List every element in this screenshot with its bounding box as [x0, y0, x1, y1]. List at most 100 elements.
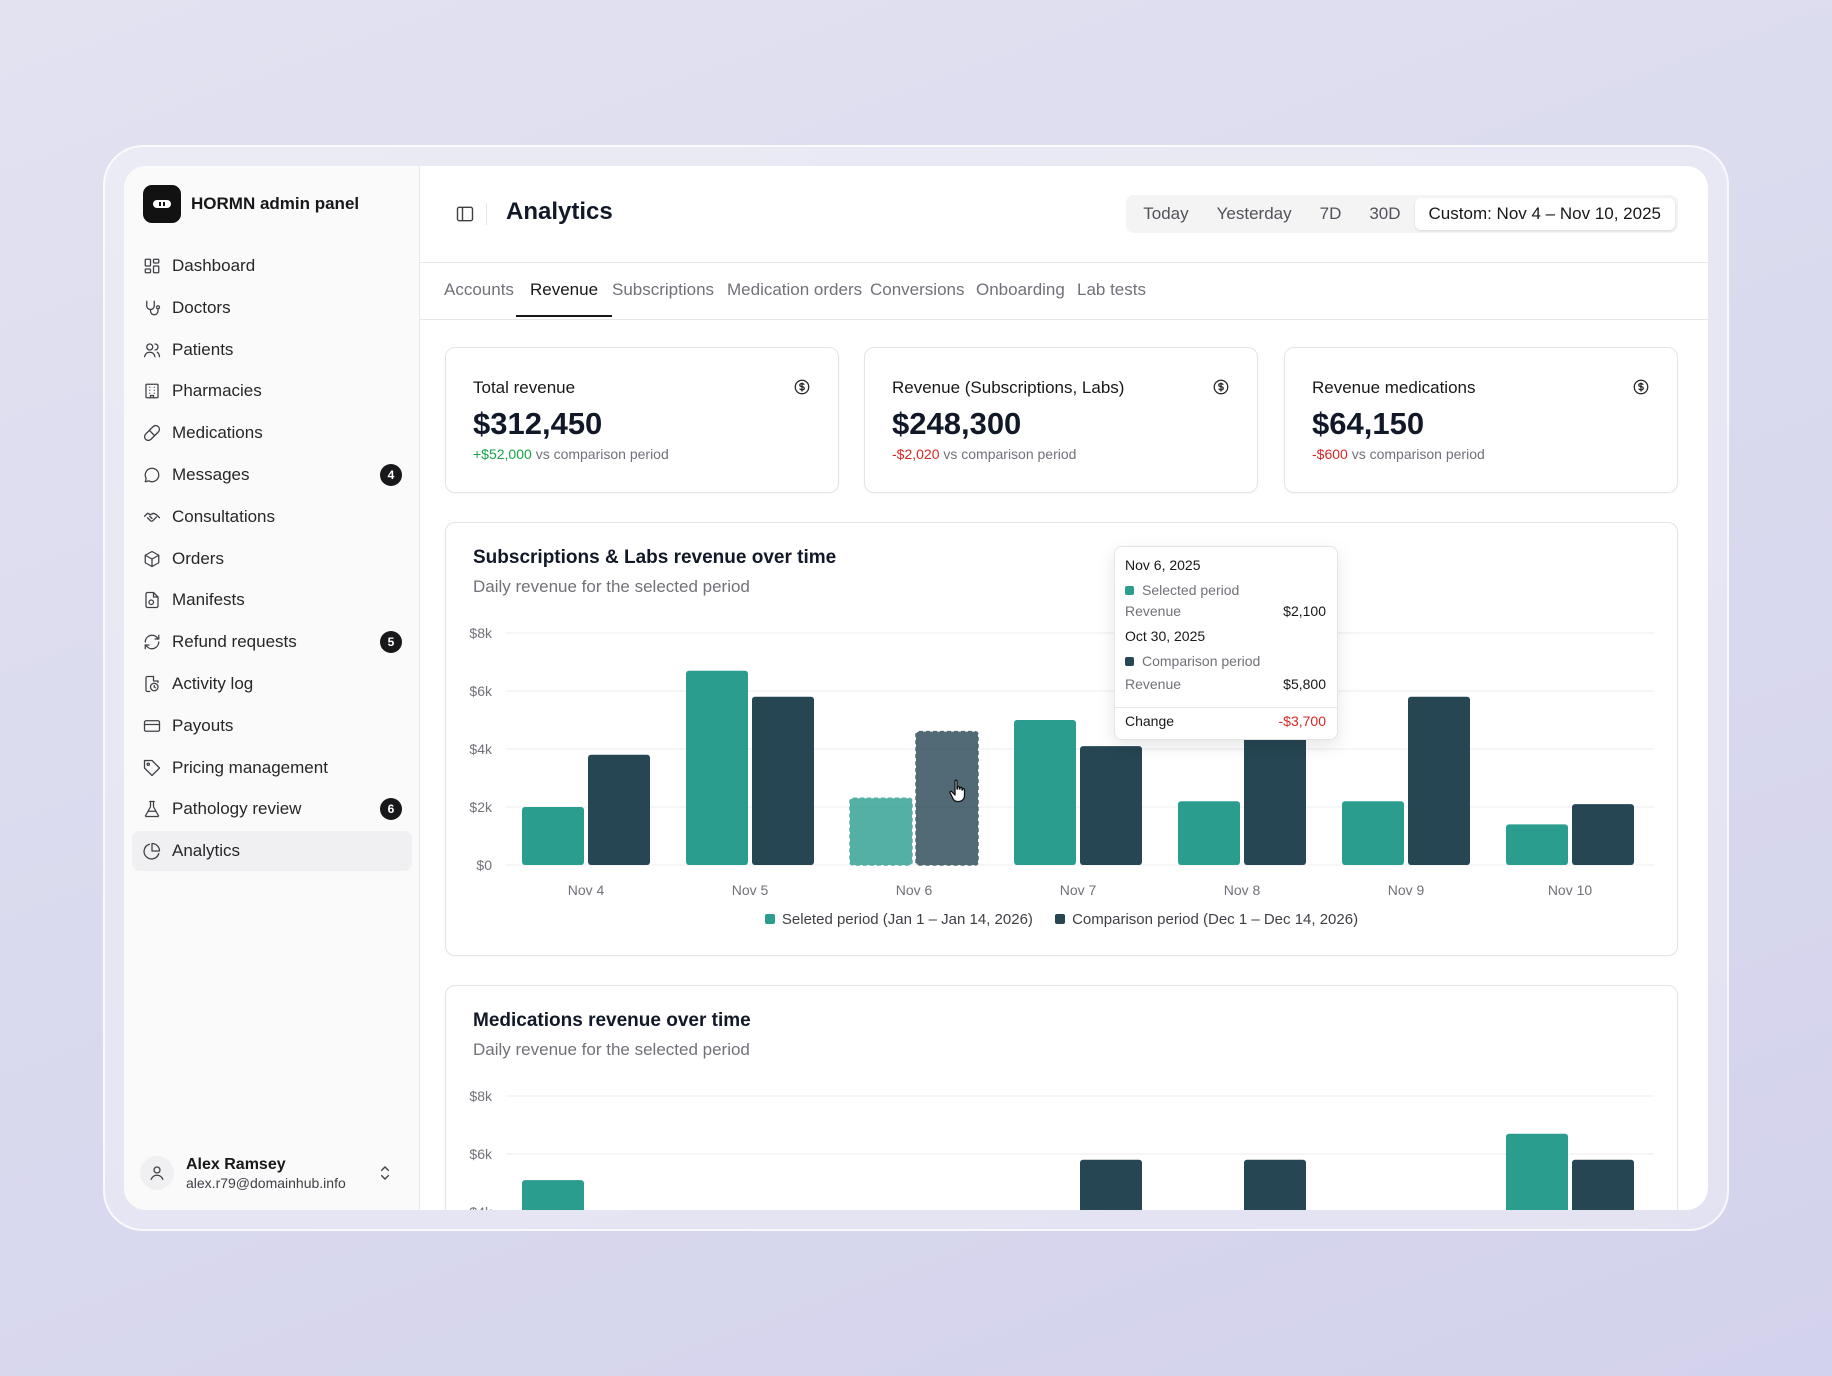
x-tick-label: Nov 5 — [732, 882, 769, 898]
file-clock-icon — [142, 674, 162, 694]
kpi-delta: +$52,000 vs comparison period — [473, 446, 669, 462]
sidebar-item-refund-requests[interactable]: Refund requests 5 — [132, 622, 412, 662]
legend-item-selected: Seleted period (Jan 1 – Jan 14, 2026) — [764, 911, 1033, 928]
sidebar-item-activity-log[interactable]: Activity log — [132, 664, 412, 704]
chart-title: Medications revenue over time — [473, 1010, 751, 1031]
sidebar-item-doctors[interactable]: Doctors — [132, 288, 412, 328]
bar-selected-nov-8 — [1178, 801, 1240, 865]
bar-comparison-nov-6 — [915, 730, 979, 866]
tooltip-change-value: -$3,700 — [1278, 713, 1326, 729]
sidebar-item-payouts[interactable]: Payouts — [132, 706, 412, 746]
sidebar: HORMN admin panel Dashboard Doctors Patien… — [124, 166, 420, 1210]
sidebar-item-label: Refund requests — [172, 632, 297, 652]
kpi-card-medications: Revenue medications $64,150 -$600 vs com… — [1284, 347, 1678, 493]
y-tick-label: $0 — [476, 857, 492, 873]
sidebar-item-patients[interactable]: Patients — [132, 330, 412, 370]
dashboard-icon — [142, 256, 162, 276]
sidebar-item-label: Patients — [172, 339, 234, 359]
sidebar-item-label: Payouts — [172, 715, 234, 735]
tab-conversions[interactable]: Conversions — [870, 280, 965, 299]
notification-badge: 5 — [380, 631, 402, 654]
brand-logo-icon — [143, 185, 181, 223]
sidebar-item-label: Analytics — [172, 841, 241, 861]
chart-title: Subscriptions & Labs revenue over time — [473, 547, 837, 568]
bar-comparison-nov-7 — [1080, 746, 1142, 865]
handshake-icon — [142, 507, 162, 527]
bar-comparison-nov-10 — [1572, 1159, 1634, 1210]
sidebar-item-consultations[interactable]: Consultations — [132, 497, 412, 537]
sidebar-item-label: Messages — [172, 464, 250, 484]
kpi-delta: -$2,020 vs comparison period — [892, 446, 1076, 462]
sidebar-item-messages[interactable]: Messages 4 — [132, 455, 412, 495]
package-icon — [142, 549, 162, 569]
active-tab-indicator — [516, 315, 612, 317]
dollar-circle-icon — [793, 378, 811, 396]
range-button-custom-nov-4-nov-10-2025[interactable]: Custom: Nov 4 – Nov 10, 2025 — [1414, 198, 1675, 230]
range-button-yesterday[interactable]: Yesterday — [1216, 204, 1292, 223]
x-tick-label: Nov 7 — [1060, 882, 1097, 898]
tooltip-date: Nov 6, 2025 — [1125, 557, 1201, 573]
flask-icon — [142, 799, 162, 819]
bar-selected-nov-4 — [522, 807, 584, 865]
tooltip-value: $2,100 — [1283, 603, 1326, 619]
sidebar-item-manifests[interactable]: Manifests — [132, 580, 412, 620]
tab-medication-orders[interactable]: Medication orders — [727, 280, 863, 299]
x-tick-label: Nov 4 — [568, 882, 605, 898]
swatch — [1125, 656, 1134, 666]
tooltip-series-selected: Selected period — [1125, 582, 1326, 598]
bar-comparison-nov-8 — [1244, 1159, 1306, 1210]
sidebar-item-pharmacies[interactable]: Pharmacies — [132, 371, 412, 411]
subscriptions-labs-bar-chart: $0 $2k $4k $6k $8k Nov 4 Nov 5 Nov 6 Nov 7 Nov 8 N… — [469, 625, 1654, 898]
tooltip-date-comparison: Oct 30, 2025 — [1125, 628, 1326, 644]
range-button-30d[interactable]: 30D — [1369, 204, 1401, 223]
sidebar-item-dashboard[interactable]: Dashboard — [132, 246, 412, 286]
kpi-card-subscriptions-labs: Revenue (Subscriptions, Labs) $248,300 -… — [864, 347, 1258, 493]
sidebar-item-label: Pathology review — [172, 799, 302, 819]
chart-subtitle: Daily revenue for the selected period — [473, 577, 750, 596]
refresh-icon — [142, 632, 162, 652]
tooltip-change-row: Change -$3,700 — [1125, 713, 1326, 729]
legend-label: Seleted period (Jan 1 – Jan 14, 2026) — [781, 911, 1033, 928]
notification-badge: 6 — [380, 798, 402, 821]
bar-selected-nov-7 — [1014, 720, 1076, 865]
swatch — [1125, 585, 1134, 595]
page-header: Analytics Today Yesterday 7D 30D Custom: Nov… — [420, 166, 1708, 263]
user-menu[interactable]: Alex Ramsey alex.r79@domainhub.info — [140, 1148, 404, 1198]
dollar-circle-icon — [1632, 378, 1650, 396]
medications-chart-card: Medications revenue over time Daily reve… — [445, 985, 1678, 1210]
kpi-title: Total revenue — [473, 378, 576, 397]
sidebar-toggle-icon[interactable] — [455, 204, 475, 224]
y-tick-label: $8k — [469, 625, 493, 641]
brand[interactable]: HORMN admin panel — [143, 185, 359, 223]
kpi-delta-suffix: vs comparison period — [1351, 446, 1485, 462]
range-button-7d[interactable]: 7D — [1319, 204, 1342, 223]
bar-comparison-nov-10 — [1572, 804, 1634, 865]
chart-legend: Seleted period (Jan 1 – Jan 14, 2026) Co… — [446, 911, 1677, 928]
sidebar-item-pathology-review[interactable]: Pathology review 6 — [132, 789, 412, 829]
sidebar-item-medications[interactable]: Medications — [132, 413, 412, 453]
tag-icon — [142, 758, 162, 778]
tab-revenue[interactable]: Revenue — [530, 280, 599, 299]
user-avatar-icon — [140, 1156, 174, 1190]
tab-subscriptions[interactable]: Subscriptions — [612, 280, 715, 299]
main-content: Analytics Today Yesterday 7D 30D Custom: Nov… — [420, 166, 1708, 1210]
header-divider — [486, 203, 487, 225]
tab-onboarding[interactable]: Onboarding — [976, 280, 1065, 299]
sidebar-item-pricing-management[interactable]: Pricing management — [132, 748, 412, 788]
sidebar-item-orders[interactable]: Orders — [132, 539, 412, 579]
tab-bar: Accounts Revenue Subscriptions Medication o… — [420, 264, 1708, 320]
range-button-today[interactable]: Today — [1143, 204, 1189, 223]
chart-tooltip: Nov 6, 2025 Selected period Revenue $2,10… — [1114, 546, 1338, 740]
dollar-circle-icon — [1212, 378, 1230, 396]
x-tick-label: Nov 6 — [896, 882, 933, 898]
tooltip-label: Revenue — [1125, 676, 1182, 692]
tab-lab-tests[interactable]: Lab tests — [1077, 280, 1146, 299]
tooltip-series-label: Selected period — [1142, 582, 1240, 598]
tab-accounts[interactable]: Accounts — [444, 280, 514, 299]
sidebar-item-analytics[interactable]: Analytics — [132, 831, 412, 872]
chevrons-up-down-icon[interactable] — [376, 1164, 394, 1182]
sidebar-item-label: Doctors — [172, 297, 231, 317]
app-window: HORMN admin panel Dashboard Doctors Patien… — [124, 166, 1708, 1210]
user-email: alex.r79@domainhub.info — [186, 1174, 346, 1191]
tooltip-row-selected-revenue: Revenue $2,100 — [1125, 603, 1326, 619]
